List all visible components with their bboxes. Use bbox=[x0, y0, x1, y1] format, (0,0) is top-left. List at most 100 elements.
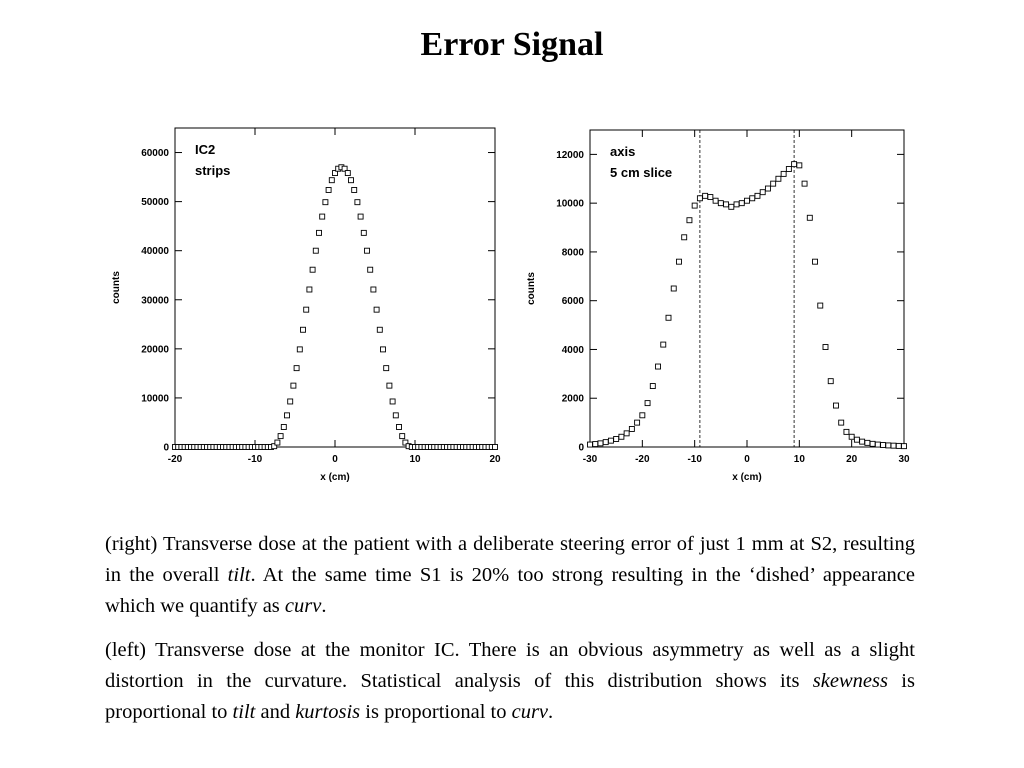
chart-0-ytick-label: 10000 bbox=[141, 393, 169, 404]
chart-1-xtick-label: 0 bbox=[744, 454, 750, 465]
chart-0-data-point bbox=[325, 187, 332, 193]
chart-1-data-point bbox=[634, 419, 641, 426]
chart-1-data-point bbox=[639, 412, 646, 419]
chart-0-data-point bbox=[383, 365, 390, 372]
chart-1-xtick-label: 10 bbox=[794, 454, 806, 465]
chart-1-data-point bbox=[853, 436, 860, 443]
chart-0-ytick-label: 50000 bbox=[141, 197, 169, 208]
chart-0-data-point bbox=[376, 326, 383, 333]
chart-1-data-point bbox=[791, 161, 798, 168]
chart-0-data-point bbox=[312, 247, 319, 254]
chart-1-x-axis-label: x (cm) bbox=[732, 472, 761, 483]
chart-0-data-point bbox=[373, 306, 380, 313]
chart-0-data-point bbox=[341, 165, 348, 172]
chart-0-ytick-label: 20000 bbox=[141, 344, 169, 355]
chart-1-ytick-label: 2000 bbox=[562, 394, 585, 405]
chart-1-data-point bbox=[618, 433, 625, 440]
chart-0-data-point bbox=[354, 199, 361, 206]
chart-0-data-point bbox=[271, 443, 278, 450]
para-left-term-kurtosis: kurtosis bbox=[295, 701, 361, 723]
chart-0-data-point bbox=[300, 326, 306, 333]
chart-0-x-axis-label: x (cm) bbox=[320, 472, 349, 483]
chart-1-data-point bbox=[770, 180, 777, 187]
paragraph-right: (right) Transverse dose at the patient w… bbox=[105, 529, 915, 622]
chart-right: -30 -20 -10 0 10 20 30 0 2000 4000 6000 8000 10000 12… bbox=[526, 129, 910, 483]
chart-1-data-point bbox=[649, 383, 656, 389]
para-right-text-1: (right) Transverse dose at the patient w… bbox=[105, 533, 915, 586]
chart-0-xtick-label: -10 bbox=[248, 454, 263, 465]
chart-0-data-point bbox=[380, 346, 386, 353]
chart-0-legend-line-2: strips bbox=[195, 163, 230, 178]
para-left-term-skewness: skewness bbox=[812, 670, 888, 692]
chart-0-ytick-label: 30000 bbox=[141, 295, 169, 306]
chart-1-ytick-label: 0 bbox=[578, 443, 584, 454]
chart-1-legend-line-2: 5 cm slice bbox=[610, 165, 672, 180]
chart-1-data-point bbox=[785, 166, 792, 172]
slide-title: Error Signal bbox=[420, 26, 604, 63]
chart-0-data-point bbox=[370, 286, 377, 293]
chart-0-ytick-label: 40000 bbox=[141, 246, 169, 257]
chart-0-ytick-label: 0 bbox=[163, 443, 169, 454]
chart-0-data-point bbox=[364, 247, 370, 254]
chart-1-data-point bbox=[859, 438, 866, 445]
chart-1-data-point bbox=[702, 192, 709, 199]
chart-0-data-point bbox=[306, 286, 313, 293]
chart-0-data-point bbox=[293, 365, 300, 372]
para-left-text-2: is proportional to bbox=[105, 670, 915, 723]
chart-0-data-point bbox=[280, 424, 287, 430]
chart-1-ytick-label: 4000 bbox=[562, 345, 585, 356]
chart-1-y-axis-label: counts bbox=[526, 272, 537, 305]
chart-1-data-point bbox=[676, 258, 682, 265]
chart-0-data-point bbox=[309, 266, 316, 273]
chart-1-data-point bbox=[623, 430, 630, 437]
chart-1-data-point bbox=[644, 400, 651, 407]
chart-1-data-point bbox=[691, 202, 698, 209]
para-right-term-tilt: tilt bbox=[227, 564, 251, 586]
chart-0-y-axis-label: counts bbox=[111, 271, 122, 304]
chart-1-data-point bbox=[901, 443, 907, 450]
chart-1-data-point bbox=[822, 344, 829, 350]
chart-1-data-point bbox=[874, 441, 881, 448]
chart-1-data-point bbox=[838, 419, 845, 426]
chart-0-data-point bbox=[332, 170, 338, 177]
chart-0-data-point bbox=[367, 266, 374, 273]
para-left-term-tilt: tilt bbox=[232, 701, 256, 723]
chart-0-ytick-label: 60000 bbox=[141, 148, 169, 159]
chart-0-data-point bbox=[296, 346, 303, 353]
chart-1-data-point bbox=[796, 162, 803, 169]
chart-1-ytick-label: 12000 bbox=[556, 150, 584, 161]
chart-1-ytick-label: 10000 bbox=[556, 199, 584, 210]
chart-1-data-point bbox=[686, 217, 693, 224]
chart-1-data-point bbox=[885, 442, 892, 449]
chart-1-data-point bbox=[717, 200, 724, 207]
chart-0-xtick-label: 20 bbox=[489, 454, 501, 465]
chart-0-data-point bbox=[351, 187, 358, 193]
para-left-text-4: is proportional to bbox=[360, 701, 512, 723]
chart-1-data-point bbox=[806, 214, 813, 221]
chart-1-ytick-label: 6000 bbox=[562, 296, 585, 307]
chart-0-data-point bbox=[392, 412, 399, 419]
chart-1-data-point bbox=[707, 194, 714, 201]
chart-1-xtick-label: -10 bbox=[687, 454, 702, 465]
paragraph-left: (left) Transverse dose at the monitor IC… bbox=[105, 635, 915, 728]
chart-1-data-point bbox=[775, 175, 782, 182]
chart-1-data-point bbox=[833, 402, 839, 409]
chart-left: -20 -10 0 10 20 0 10000 20000 30000 40000 50000 600… bbox=[111, 127, 501, 483]
para-left-term-curv: curv bbox=[511, 701, 549, 723]
chart-0-data-point bbox=[287, 398, 294, 405]
chart-1-data-point bbox=[812, 258, 818, 265]
chart-1-xtick-label: -20 bbox=[635, 454, 650, 465]
chart-1-data-point bbox=[843, 428, 850, 435]
chart-1-data-point bbox=[665, 314, 672, 321]
chart-1-data-point bbox=[696, 195, 703, 202]
chart-1-data-point bbox=[728, 203, 735, 210]
chart-0-xtick-label: 0 bbox=[332, 454, 338, 465]
chart-1-data-point bbox=[712, 197, 719, 204]
chart-1-data-point bbox=[660, 341, 667, 348]
chart-0-data-point bbox=[344, 170, 351, 177]
chart-1-data-point bbox=[733, 201, 740, 208]
chart-1-data-point bbox=[681, 234, 688, 241]
para-left-text-5: . bbox=[548, 701, 554, 723]
chart-0-data-point bbox=[316, 229, 322, 236]
chart-1-data-point bbox=[738, 200, 745, 207]
